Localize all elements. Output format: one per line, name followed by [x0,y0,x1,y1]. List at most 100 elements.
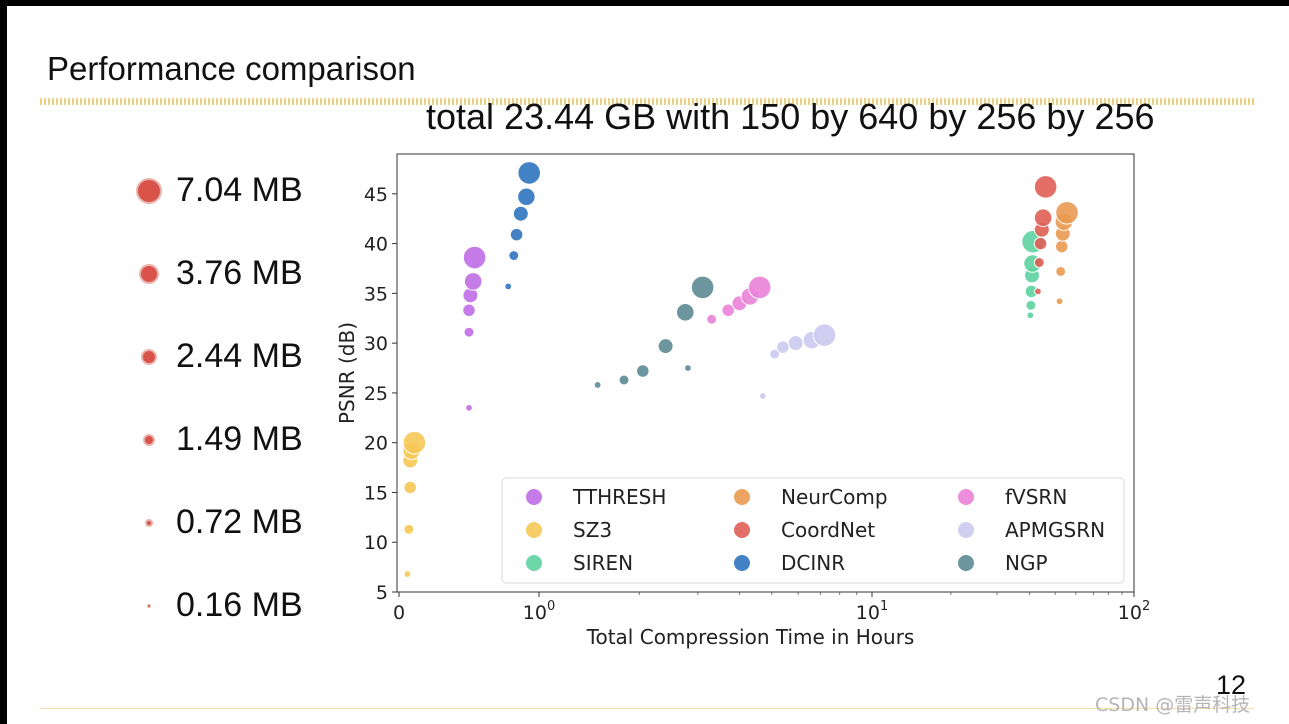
data-point [403,523,415,535]
data-point [504,282,513,291]
y-tick-label: 30 [364,333,388,355]
y-axis-label: PSNR (dB) [335,322,359,424]
data-point [508,250,520,262]
data-point [1055,200,1079,225]
data-point [657,338,674,355]
x-tick-label: 102 [1118,599,1150,624]
data-point [593,381,602,389]
size-legend-dot [136,178,162,204]
size-legend-row: 2.44 MB [120,334,340,384]
size-legend-dot [141,349,157,365]
y-tick-label: 10 [364,532,388,554]
y-tick-label: 25 [364,383,388,405]
legend-label: SIREN [573,551,633,575]
data-point [462,245,487,270]
data-point [517,187,536,207]
data-point [1033,175,1058,199]
legend-label: SZ3 [573,518,612,542]
data-point [512,205,529,222]
size-legend-row: 7.04 MB [120,168,340,218]
legend-marker [734,489,750,505]
marker-size-legend: 7.04 MB 3.76 MB 2.44 MB 1.49 MB 0.72 MB … [120,160,340,630]
legend-label: NeurComp [781,485,888,509]
data-point [1034,287,1042,296]
legend-label: TTHRESH [572,485,666,509]
size-legend-label: 0.16 MB [176,586,303,624]
y-tick-label: 35 [364,283,388,305]
series-sz3 [402,430,427,578]
data-point [403,570,412,578]
data-point [1033,257,1045,268]
data-point [690,275,715,300]
data-point [402,430,427,455]
legend-marker [958,522,974,538]
watermark: CSDN @雷声科技 [1095,694,1251,716]
data-point [1055,265,1067,277]
series-coordnet [1033,175,1058,296]
size-legend-dot [147,604,151,608]
size-legend-label: 0.72 MB [176,503,303,541]
legend-label: APMGSRN [1005,518,1105,542]
legend-label: CoordNet [781,518,875,542]
legend-marker [526,555,542,571]
data-point [758,391,767,400]
series-siren [1021,229,1045,320]
series-ngp [593,275,715,389]
x-tick-label: 100 [523,599,555,624]
size-legend-row: 1.49 MB [120,417,340,467]
size-legend-dot [143,434,155,446]
data-point [721,303,735,318]
size-legend-label: 3.76 MB [176,254,303,292]
series-tthresh [462,245,487,412]
data-point [462,303,476,318]
series-dcinr [504,161,541,291]
data-point [618,374,630,386]
series-legend: TTHRESH SZ3 SIREN NeurComp CoordNet DCINR fVSR… [501,477,1125,584]
bottom-rule [40,708,1254,709]
title-underline [40,98,1254,105]
data-point [684,364,692,372]
data-point [463,326,475,338]
size-legend-label: 7.04 MB [176,171,303,209]
legend-marker [526,522,542,538]
size-legend-label: 1.49 MB [176,420,303,458]
data-point [1033,236,1048,251]
slide-title: Performance comparison [47,50,416,87]
data-point [636,364,650,378]
data-point [787,335,804,352]
legend-label: NGP [1005,551,1048,575]
data-point [1026,311,1035,320]
data-point [812,323,837,347]
y-tick-label: 40 [364,234,388,256]
size-legend-dot [139,264,159,284]
data-point [403,480,417,495]
legend-marker [958,555,974,571]
data-point [747,275,772,300]
series-fvsrn [706,275,772,325]
slide-top-border [0,0,1289,6]
data-point [463,272,483,291]
data-point [509,227,524,242]
data-point [1054,239,1069,254]
legend-label: fVSRN [1005,485,1067,509]
slide-left-border [0,0,7,724]
y-tick-label: 5 [376,582,388,604]
data-point [1033,208,1053,227]
size-legend-label: 2.44 MB [176,337,303,375]
series-neurcomp [1054,200,1079,306]
x-tick-label: 0 [393,602,405,624]
series-apmgsrn [758,323,837,400]
legend-marker [734,522,750,538]
page-number: 12 [1216,670,1247,700]
y-tick-label: 45 [364,184,388,206]
psnr-vs-time-scatter-chart: 5 10 15 20 25 30 35 40 45 0 100 101 102 Total Compres… [335,153,1150,649]
legend-marker [958,489,974,505]
chart-title: total 23.44 GB with 150 by 640 by 256 by… [426,96,1155,137]
legend-marker [526,489,542,505]
y-tick-label: 20 [364,433,388,455]
x-tick-label: 101 [856,599,888,624]
data-point [776,340,790,354]
data-point [517,161,541,185]
data-point [1025,299,1037,311]
legend-label: DCINR [781,551,845,575]
